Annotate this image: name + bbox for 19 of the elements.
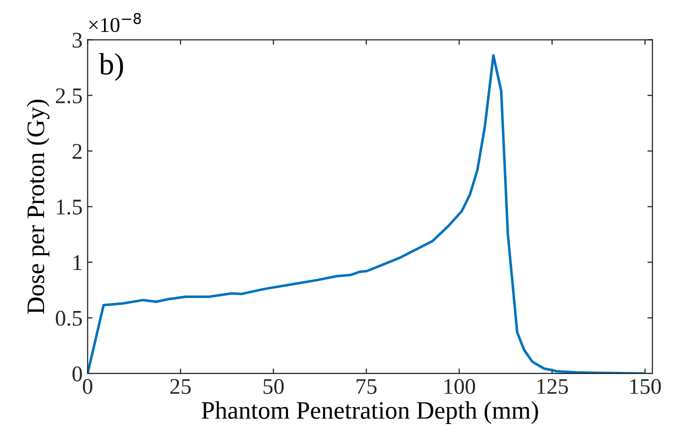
x-tick-label: 125 [537,379,568,394]
x-tick-label: 150 [630,378,661,394]
y-tick-label: 0 [72,366,82,382]
y-tick-label: 1 [74,255,82,270]
y-axis-title: Dose per Proton (Gy) [26,100,50,314]
y-tick-label: 2.5 [56,88,82,104]
line-series [88,54,646,374]
x-tick-label: 50 [264,378,284,394]
y-tick-label: 0.5 [56,310,82,326]
x-tick-label: 0 [82,378,92,394]
y-tick-label: 3 [72,32,82,48]
y-tick-label: 1.5 [56,200,82,215]
annotation: b) [98,53,124,81]
y-tick-label: 2 [72,144,82,159]
x-axis-title: Phantom Penetration Depth (mm) [202,401,538,424]
x-tick-label: 75 [356,379,377,394]
x-tick-label: 100 [444,378,476,394]
x-tick-label: 25 [170,379,191,394]
text: ×10$^{−8}$ [89,13,141,32]
